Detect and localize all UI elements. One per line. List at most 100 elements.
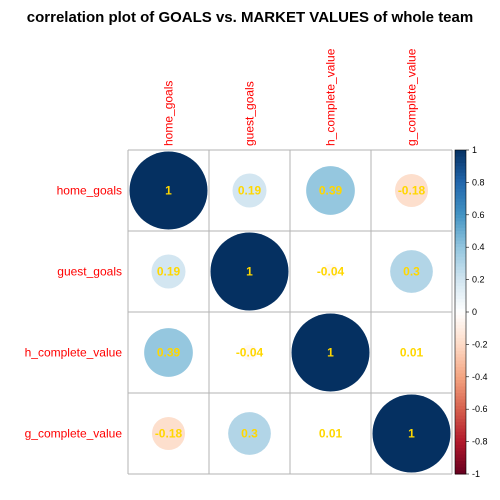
colorbar-segment [455, 256, 466, 261]
colorbar-segment [455, 389, 466, 394]
colorbar-segment [455, 172, 466, 177]
colorbar-segment [455, 279, 466, 284]
correlation-circle [228, 412, 271, 455]
correlation-cells: 1 0.19 0.39 -0.18 0.19 1 -0.04 0.3 0.39 -0.04 1 0.0… [129, 151, 451, 473]
correlation-circle [232, 173, 267, 208]
colorbar-segment [455, 214, 466, 219]
colorbar-segment [455, 240, 466, 245]
colorbar-segment [455, 201, 466, 206]
colorbar-segment [455, 218, 466, 222]
colorbar-segment [455, 192, 466, 196]
colorbar-segment [455, 175, 466, 180]
colorbar-tick-label: -0.8 [472, 437, 488, 447]
row-label: h_complete_value [25, 346, 123, 360]
row-label: g_complete_value [25, 427, 123, 441]
colorbar-segment [455, 435, 466, 439]
colorbar-segment [455, 399, 466, 404]
colorbar-segment [455, 431, 466, 436]
colorbar-segment [455, 169, 466, 174]
correlation-grid [127, 149, 453, 475]
chart-title: correlation plot of GOALS vs. MARKET VAL… [27, 9, 473, 26]
correlation-value-label: 0.01 [319, 427, 343, 441]
colorbar-segment [455, 347, 466, 352]
colorbar-segment [455, 292, 466, 297]
colorbar-segment [455, 412, 466, 417]
colorbar-segment [455, 386, 466, 391]
colorbar-segment [455, 425, 466, 430]
correlation-value-label: -0.04 [317, 265, 345, 279]
colorbar-segment [455, 328, 466, 332]
correlation-circle [322, 263, 339, 280]
colorbar-segment [455, 260, 466, 264]
colorbar-segment [455, 344, 466, 349]
row-labels: home_goals guest_goals h_complete_value g_c… [25, 184, 123, 441]
colorbar-segment [455, 211, 466, 216]
column-label: h_complete_value [324, 48, 338, 146]
colorbar-segment [455, 224, 466, 229]
colorbar-segment [455, 289, 466, 294]
correlation-value-label: 1 [408, 427, 415, 441]
colorbar-segment [455, 195, 466, 200]
colorbar-segment [455, 253, 466, 258]
colorbar-segment [455, 286, 466, 290]
colorbar-segment [455, 315, 466, 319]
colorbar-segment [455, 166, 466, 170]
colorbar-segment [455, 402, 466, 407]
correlation-value-label: 1 [327, 346, 334, 360]
colorbar-tick-label: 0.2 [472, 275, 485, 285]
colorbar-segment [455, 461, 466, 465]
correlation-value-label: 0.01 [400, 346, 424, 360]
colorbar-segment [455, 159, 466, 164]
correlation-value-label: 0.3 [241, 427, 258, 441]
colorbar-segment [455, 185, 466, 190]
colorbar-tick-label: 0.6 [472, 210, 485, 220]
colorbar-segment [455, 331, 466, 336]
colorbar-segment [455, 393, 466, 397]
colorbar-segment [455, 464, 466, 469]
colorbar-segment [455, 405, 466, 410]
colorbar-segment [455, 312, 466, 316]
colorbar-segment [455, 153, 466, 157]
correlation-value-label: 0.39 [319, 184, 343, 198]
colorbar-segment [455, 308, 466, 313]
colorbar-segment [455, 350, 466, 355]
colorbar-segment [455, 337, 466, 342]
colorbar-segment [455, 357, 466, 362]
column-label: guest_goals [243, 81, 257, 146]
colorbar-segment [455, 179, 466, 183]
colorbar-segment [455, 299, 466, 303]
colorbar-segment [455, 266, 466, 271]
correlation-value-label: 0.19 [238, 184, 262, 198]
colorbar-segment [455, 457, 466, 462]
colorbar-segment [455, 470, 466, 475]
correlation-circle [394, 173, 429, 208]
correlation-value-label: -0.18 [398, 184, 426, 198]
colorbar-segment [455, 370, 466, 375]
colorbar-segment [455, 263, 466, 268]
correlation-value-label: -0.18 [155, 427, 183, 441]
colorbar-segment [455, 156, 466, 161]
colorbar-segment [455, 318, 466, 323]
correlation-value-label: 0.3 [403, 265, 420, 279]
colorbar: 1 0.8 0.6 0.4 0.2 0 -0.2 -0.4 -0.6 -0.8 -1 [454, 145, 488, 479]
colorbar-segment [455, 363, 466, 368]
correlation-circle [390, 250, 433, 293]
colorbar-segment [455, 150, 466, 154]
column-label: g_complete_value [405, 48, 419, 146]
colorbar-segment [455, 205, 466, 209]
correlation-circle [372, 394, 451, 473]
column-label: home_goals [162, 81, 176, 146]
colorbar-segment [455, 373, 466, 378]
colorbar-segment [455, 334, 466, 339]
colorbar-segment [455, 380, 466, 384]
row-label: guest_goals [57, 265, 122, 279]
colorbar-tick-label: 0.8 [472, 177, 485, 187]
colorbar-segment [455, 231, 466, 235]
correlation-value-label: 1 [246, 265, 253, 279]
colorbar-segment [455, 341, 466, 345]
colorbar-segment [455, 418, 466, 423]
colorbar-segment [455, 234, 466, 238]
correlation-circle [326, 429, 335, 438]
colorbar-segment [455, 321, 466, 326]
colorbar-segment [455, 269, 466, 274]
